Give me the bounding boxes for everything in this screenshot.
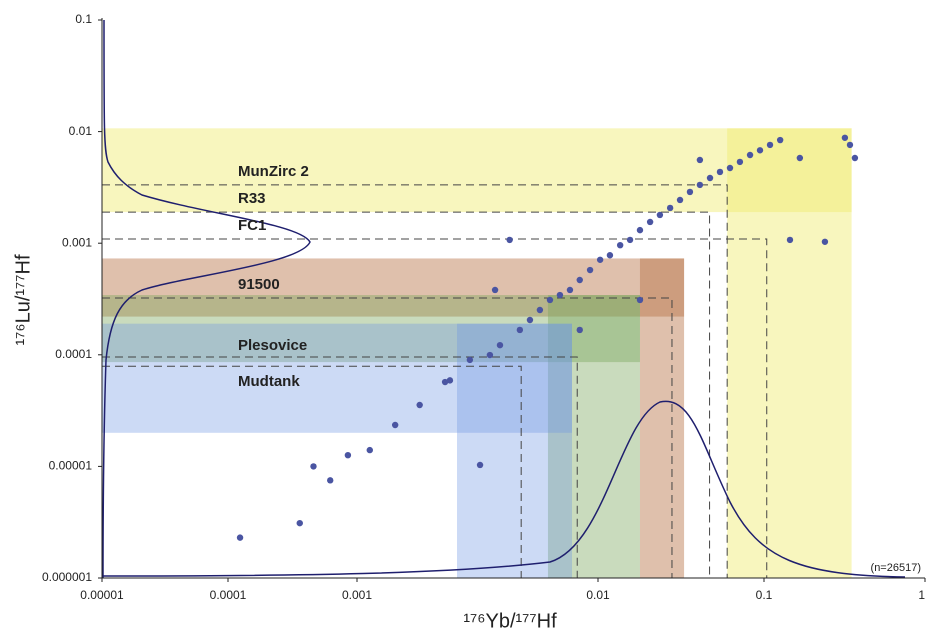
- point: [466, 356, 474, 364]
- point: [696, 156, 704, 164]
- point: [616, 241, 624, 249]
- reference-band-horizontal: [102, 258, 685, 317]
- point: [344, 451, 352, 459]
- point: [476, 461, 484, 469]
- reference-band-vertical: [457, 323, 572, 578]
- reference-band-vertical: [547, 295, 640, 578]
- point: [846, 141, 854, 149]
- point: [686, 188, 694, 196]
- y-tick-label: 0.000001: [42, 570, 92, 584]
- point: [626, 236, 634, 244]
- bands: [102, 128, 852, 578]
- point: [596, 256, 604, 263]
- reference-line: [102, 297, 673, 578]
- point: [766, 141, 774, 149]
- x-tick-label: 0.00001: [80, 588, 124, 602]
- point: [656, 211, 664, 219]
- reference-label: MunZirc 2: [238, 163, 309, 180]
- point: [586, 266, 594, 274]
- point: [441, 378, 449, 386]
- point: [776, 136, 784, 144]
- reference-line: [102, 356, 578, 578]
- point: [516, 326, 524, 334]
- y-tick-label: 0.1: [75, 12, 92, 26]
- point: [646, 218, 654, 226]
- point: [636, 296, 644, 304]
- x-tick-label: 0.1: [756, 588, 773, 602]
- reference-line: [102, 184, 728, 578]
- point: [566, 286, 574, 294]
- point: [606, 252, 614, 259]
- reference-band-vertical: [727, 128, 852, 578]
- count-annotation: (n=26517): [871, 562, 921, 574]
- point: [446, 377, 454, 384]
- y-axis-label: ¹⁷⁶Lu/¹⁷⁷Hf: [12, 254, 34, 346]
- point: [526, 316, 534, 324]
- x-tick-label: 0.0001: [210, 588, 247, 602]
- y-tick-label: 0.01: [69, 124, 93, 138]
- yb-density-curve: [101, 400, 906, 578]
- reference-band-horizontal: [102, 128, 852, 213]
- point: [676, 196, 684, 204]
- point: [236, 534, 244, 541]
- points: [236, 134, 859, 541]
- point: [796, 154, 804, 162]
- x-tick-label: 0.01: [586, 588, 610, 602]
- point: [786, 236, 794, 244]
- point: [851, 154, 859, 162]
- point: [716, 168, 724, 176]
- y-tick-label: 0.0001: [55, 347, 92, 361]
- point: [736, 158, 744, 166]
- y-tick-label: 0.001: [62, 235, 92, 249]
- point: [366, 446, 373, 454]
- reference-label: R33: [238, 190, 266, 207]
- point: [486, 351, 494, 359]
- reference-label: 91500: [238, 276, 280, 293]
- point: [576, 276, 583, 284]
- point: [391, 421, 399, 429]
- point: [841, 134, 849, 141]
- point: [546, 296, 554, 304]
- reference-line: [102, 365, 522, 578]
- point: [296, 519, 303, 527]
- point: [706, 174, 714, 182]
- x-tick-label: 0.001: [342, 588, 372, 602]
- point: [726, 164, 734, 172]
- reference-band-vertical: [639, 258, 685, 578]
- point: [576, 326, 583, 334]
- reference-line: [102, 238, 768, 578]
- point: [491, 286, 499, 294]
- reference-band-horizontal: [102, 295, 640, 363]
- reference-label: FC1: [238, 217, 266, 234]
- reference-label: Plesovice: [238, 337, 307, 354]
- point: [506, 236, 513, 244]
- point: [496, 341, 504, 349]
- point: [746, 151, 754, 159]
- point: [416, 401, 423, 409]
- point: [821, 238, 829, 245]
- point: [556, 291, 564, 299]
- point: [636, 226, 644, 234]
- point: [327, 477, 334, 484]
- x-axis-label: ¹⁷⁶Yb/¹⁷⁷Hf: [463, 610, 557, 632]
- lu-density-curve: [102, 19, 311, 579]
- point: [756, 147, 764, 154]
- reference-band-horizontal: [102, 323, 572, 433]
- point: [666, 204, 674, 212]
- x-tick-label: 1: [918, 588, 925, 602]
- reference-label: Mudtank: [238, 373, 300, 390]
- y-tick-label: 0.00001: [49, 459, 93, 473]
- point: [310, 463, 317, 470]
- point: [536, 306, 544, 314]
- point: [696, 181, 704, 189]
